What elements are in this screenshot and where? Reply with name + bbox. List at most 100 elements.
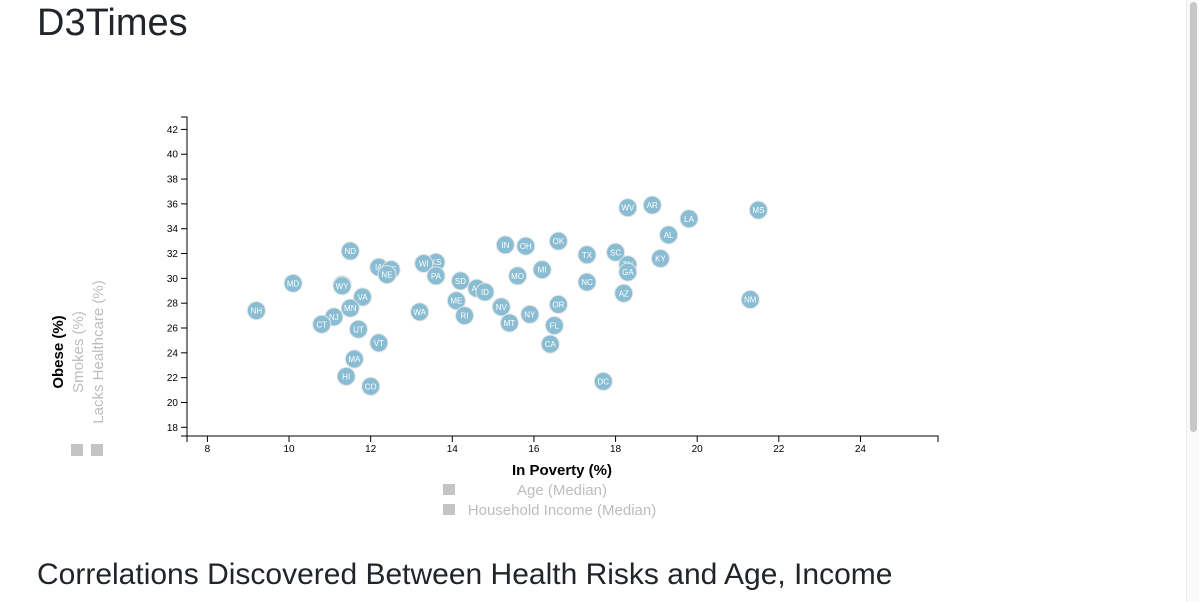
state-circle[interactable] (246, 301, 266, 321)
state-circle[interactable] (495, 235, 515, 255)
state-point-la[interactable]: LA (679, 209, 699, 229)
state-circle[interactable] (491, 297, 511, 317)
state-circle[interactable] (650, 249, 670, 269)
y-axis-label[interactable]: Obese (%) (50, 315, 67, 388)
x-axis-label[interactable]: Age (Median) (517, 482, 607, 499)
state-point-wv[interactable]: WV (618, 198, 638, 218)
state-point-az[interactable]: AZ (614, 283, 634, 303)
state-circle[interactable] (336, 366, 356, 386)
state-circle[interactable] (642, 195, 662, 215)
state-circle[interactable] (450, 271, 470, 291)
x-axis-option[interactable]: In Poverty (%) (512, 462, 612, 479)
state-point-mi[interactable]: MI (532, 260, 552, 280)
state-point-ar[interactable]: AR (642, 195, 662, 215)
state-point-nd[interactable]: ND (340, 241, 360, 261)
state-point-nh[interactable]: NH (246, 301, 266, 321)
state-point-hi[interactable]: HI (336, 366, 356, 386)
state-circle[interactable] (618, 198, 638, 218)
state-point-ct[interactable]: CT (312, 314, 332, 334)
state-circle[interactable] (283, 273, 303, 293)
state-point-mo[interactable]: MO (508, 266, 528, 286)
state-point-or[interactable]: OR (548, 294, 568, 314)
state-circle[interactable] (748, 200, 768, 220)
state-circle[interactable] (340, 298, 360, 318)
state-circle[interactable] (369, 333, 389, 353)
state-circle[interactable] (332, 276, 352, 296)
state-point-vt[interactable]: VT (369, 333, 389, 353)
x-axis-label[interactable]: In Poverty (%) (512, 462, 612, 479)
state-circle[interactable] (340, 241, 360, 261)
state-circle[interactable] (426, 266, 446, 286)
state-circle[interactable] (548, 231, 568, 251)
state-circle[interactable] (679, 209, 699, 229)
state-point-ca[interactable]: CA (540, 334, 560, 354)
state-point-tx[interactable]: TX (577, 245, 597, 265)
state-circle[interactable] (410, 302, 430, 322)
state-circle[interactable] (499, 313, 519, 333)
state-point-wa[interactable]: WA (410, 302, 430, 322)
x-axis-option[interactable]: Household Income (Median) (443, 502, 656, 519)
state-circle[interactable] (414, 253, 434, 273)
state-circle[interactable] (532, 260, 552, 280)
y-axis-option[interactable]: Lacks Healthcare (%) (90, 280, 107, 456)
state-circle[interactable] (540, 334, 560, 354)
state-circle[interactable] (344, 349, 364, 369)
state-circle[interactable] (377, 265, 397, 285)
state-point-dc[interactable]: DC (593, 371, 613, 391)
y-axis-label[interactable]: Smokes (%) (70, 311, 87, 393)
state-point-al[interactable]: AL (659, 225, 679, 245)
state-circle[interactable] (544, 316, 564, 336)
y-option-square[interactable] (91, 444, 103, 456)
state-point-pa[interactable]: PA (426, 266, 446, 286)
state-point-va[interactable]: VA (353, 287, 373, 307)
state-point-in[interactable]: IN (495, 235, 515, 255)
state-circle[interactable] (516, 236, 536, 256)
state-circle[interactable] (508, 266, 528, 286)
state-circle[interactable] (606, 242, 626, 262)
state-point-ms[interactable]: MS (748, 200, 768, 220)
state-point-nc[interactable]: NC (577, 272, 597, 292)
state-circle[interactable] (659, 225, 679, 245)
state-circle[interactable] (577, 245, 597, 265)
state-circle[interactable] (361, 376, 381, 396)
y-axis-option[interactable]: Smokes (%) (70, 311, 87, 456)
y-option-square[interactable] (71, 444, 83, 456)
state-point-mt[interactable]: MT (499, 313, 519, 333)
state-circle[interactable] (548, 294, 568, 314)
x-axis-label[interactable]: Household Income (Median) (468, 502, 656, 519)
state-point-wi[interactable]: WI (414, 253, 434, 273)
state-point-id[interactable]: ID (475, 282, 495, 302)
state-point-ky[interactable]: KY (650, 249, 670, 269)
state-point-ri[interactable]: RI (455, 306, 475, 326)
state-point-ny[interactable]: NY (520, 304, 540, 324)
state-circle[interactable] (446, 291, 466, 311)
state-circle[interactable] (593, 371, 613, 391)
state-point-mn[interactable]: MN (340, 298, 360, 318)
state-circle[interactable] (455, 306, 475, 326)
state-circle[interactable] (520, 304, 540, 324)
state-circle[interactable] (614, 283, 634, 303)
y-axis-option[interactable]: Obese (%) (50, 315, 67, 388)
state-point-nv[interactable]: NV (491, 297, 511, 317)
x-axis-option[interactable]: Age (Median) (443, 482, 607, 499)
state-point-fl[interactable]: FL (544, 316, 564, 336)
state-circle[interactable] (312, 314, 332, 334)
state-point-ut[interactable]: UT (348, 319, 368, 339)
x-option-square[interactable] (443, 484, 455, 495)
y-axis-label[interactable]: Lacks Healthcare (%) (90, 280, 107, 423)
state-point-ma[interactable]: MA (344, 349, 364, 369)
page-scrollbar[interactable] (1186, 0, 1199, 602)
state-point-wy[interactable]: WY (332, 276, 352, 296)
state-point-md[interactable]: MD (283, 273, 303, 293)
state-circle[interactable] (618, 262, 638, 282)
state-point-sd[interactable]: SD (450, 271, 470, 291)
state-point-sc[interactable]: SC (606, 242, 626, 262)
state-point-ga[interactable]: GA (618, 262, 638, 282)
state-circle[interactable] (475, 282, 495, 302)
state-point-nm[interactable]: NM (740, 289, 760, 309)
state-circle[interactable] (353, 287, 373, 307)
x-option-square[interactable] (443, 504, 455, 515)
state-point-co[interactable]: CO (361, 376, 381, 396)
state-point-oh[interactable]: OH (516, 236, 536, 256)
state-circle[interactable] (740, 289, 760, 309)
